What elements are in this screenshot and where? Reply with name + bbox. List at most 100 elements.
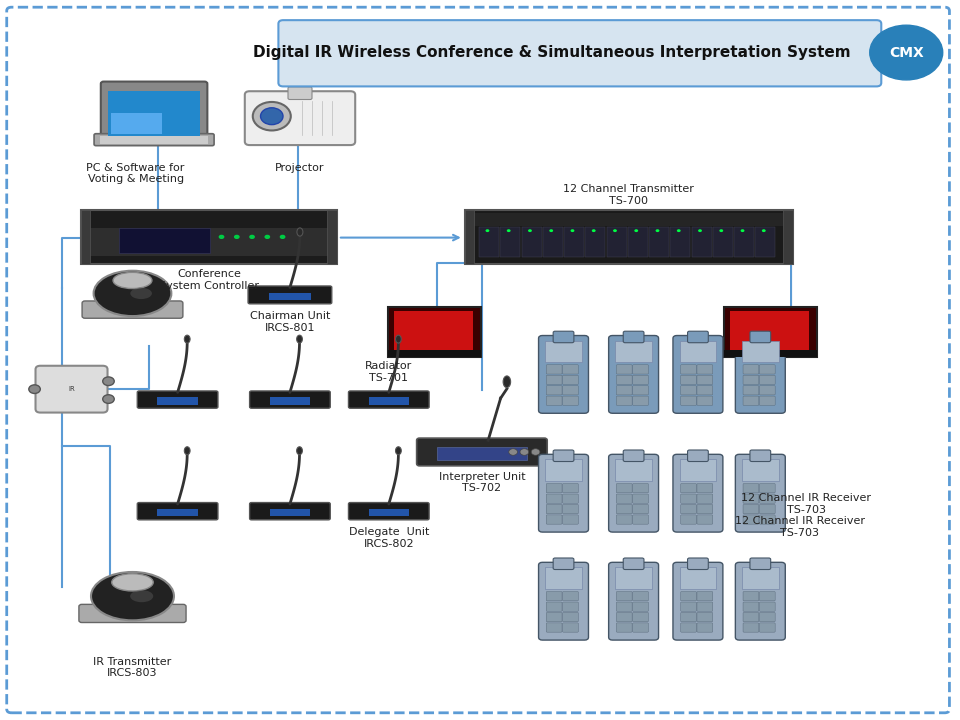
Circle shape bbox=[250, 235, 255, 239]
FancyBboxPatch shape bbox=[743, 365, 758, 374]
FancyBboxPatch shape bbox=[759, 365, 775, 374]
FancyBboxPatch shape bbox=[633, 396, 648, 405]
FancyBboxPatch shape bbox=[616, 396, 632, 405]
FancyBboxPatch shape bbox=[759, 396, 775, 405]
FancyBboxPatch shape bbox=[680, 567, 716, 589]
FancyBboxPatch shape bbox=[563, 515, 578, 524]
FancyBboxPatch shape bbox=[743, 515, 758, 524]
FancyBboxPatch shape bbox=[750, 450, 771, 462]
FancyBboxPatch shape bbox=[673, 562, 723, 640]
FancyBboxPatch shape bbox=[691, 228, 711, 257]
FancyBboxPatch shape bbox=[623, 331, 644, 343]
Circle shape bbox=[279, 235, 285, 239]
Ellipse shape bbox=[396, 446, 401, 455]
FancyBboxPatch shape bbox=[615, 341, 652, 362]
FancyBboxPatch shape bbox=[474, 213, 783, 226]
FancyBboxPatch shape bbox=[724, 307, 817, 357]
FancyBboxPatch shape bbox=[270, 509, 310, 516]
FancyBboxPatch shape bbox=[697, 592, 712, 600]
Text: IR: IR bbox=[68, 386, 75, 392]
FancyBboxPatch shape bbox=[743, 613, 758, 621]
Text: CMX: CMX bbox=[889, 45, 924, 60]
FancyBboxPatch shape bbox=[563, 623, 578, 632]
FancyBboxPatch shape bbox=[388, 307, 481, 357]
FancyBboxPatch shape bbox=[633, 484, 648, 492]
FancyBboxPatch shape bbox=[628, 228, 648, 257]
FancyBboxPatch shape bbox=[681, 386, 696, 395]
FancyBboxPatch shape bbox=[743, 494, 758, 503]
FancyBboxPatch shape bbox=[633, 375, 648, 384]
FancyBboxPatch shape bbox=[764, 311, 776, 353]
FancyBboxPatch shape bbox=[157, 397, 198, 405]
FancyBboxPatch shape bbox=[697, 365, 712, 374]
FancyBboxPatch shape bbox=[681, 375, 696, 384]
FancyBboxPatch shape bbox=[735, 336, 785, 413]
FancyBboxPatch shape bbox=[369, 397, 409, 405]
FancyBboxPatch shape bbox=[288, 87, 312, 99]
FancyBboxPatch shape bbox=[743, 386, 758, 395]
Circle shape bbox=[635, 229, 638, 232]
Text: 12 Channel IR Receiver
TS-703: 12 Channel IR Receiver TS-703 bbox=[741, 493, 872, 515]
Text: Chairman Unit
IRCS-801: Chairman Unit IRCS-801 bbox=[250, 311, 330, 333]
FancyBboxPatch shape bbox=[553, 558, 574, 570]
FancyBboxPatch shape bbox=[546, 613, 562, 621]
FancyBboxPatch shape bbox=[681, 396, 696, 405]
FancyBboxPatch shape bbox=[269, 293, 311, 300]
FancyBboxPatch shape bbox=[735, 562, 785, 640]
FancyBboxPatch shape bbox=[697, 396, 712, 405]
FancyBboxPatch shape bbox=[743, 375, 758, 384]
Circle shape bbox=[677, 229, 681, 232]
FancyBboxPatch shape bbox=[687, 331, 708, 343]
FancyBboxPatch shape bbox=[753, 311, 764, 353]
FancyBboxPatch shape bbox=[245, 91, 355, 145]
FancyBboxPatch shape bbox=[759, 375, 775, 384]
FancyBboxPatch shape bbox=[609, 454, 659, 532]
FancyBboxPatch shape bbox=[742, 341, 779, 362]
FancyBboxPatch shape bbox=[756, 228, 776, 257]
FancyBboxPatch shape bbox=[465, 210, 474, 264]
FancyBboxPatch shape bbox=[586, 228, 606, 257]
FancyBboxPatch shape bbox=[616, 613, 632, 621]
FancyBboxPatch shape bbox=[759, 505, 775, 514]
Circle shape bbox=[219, 235, 225, 239]
Ellipse shape bbox=[131, 590, 154, 602]
FancyBboxPatch shape bbox=[563, 484, 578, 492]
FancyBboxPatch shape bbox=[697, 613, 712, 621]
FancyBboxPatch shape bbox=[545, 459, 582, 481]
FancyBboxPatch shape bbox=[616, 515, 632, 524]
FancyBboxPatch shape bbox=[713, 228, 732, 257]
Circle shape bbox=[719, 229, 723, 232]
FancyBboxPatch shape bbox=[348, 391, 429, 408]
FancyBboxPatch shape bbox=[348, 503, 429, 520]
FancyBboxPatch shape bbox=[616, 592, 632, 600]
FancyBboxPatch shape bbox=[250, 503, 330, 520]
Ellipse shape bbox=[184, 446, 190, 455]
Text: IR Transmitter
IRCS-803: IR Transmitter IRCS-803 bbox=[93, 657, 172, 678]
FancyBboxPatch shape bbox=[743, 505, 758, 514]
FancyBboxPatch shape bbox=[250, 391, 330, 408]
FancyBboxPatch shape bbox=[759, 386, 775, 395]
Circle shape bbox=[103, 377, 114, 386]
FancyBboxPatch shape bbox=[563, 602, 578, 611]
Circle shape bbox=[520, 449, 529, 455]
FancyBboxPatch shape bbox=[546, 592, 562, 600]
FancyBboxPatch shape bbox=[673, 454, 723, 532]
FancyBboxPatch shape bbox=[759, 592, 775, 600]
FancyBboxPatch shape bbox=[670, 228, 690, 257]
FancyBboxPatch shape bbox=[270, 397, 310, 405]
Circle shape bbox=[698, 229, 702, 232]
FancyBboxPatch shape bbox=[735, 454, 785, 532]
FancyBboxPatch shape bbox=[759, 515, 775, 524]
FancyBboxPatch shape bbox=[405, 311, 417, 353]
FancyBboxPatch shape bbox=[111, 112, 161, 135]
Text: Projector: Projector bbox=[275, 163, 324, 174]
FancyBboxPatch shape bbox=[521, 228, 541, 257]
FancyBboxPatch shape bbox=[108, 91, 200, 136]
FancyBboxPatch shape bbox=[697, 386, 712, 395]
Circle shape bbox=[528, 229, 532, 232]
FancyBboxPatch shape bbox=[681, 613, 696, 621]
FancyBboxPatch shape bbox=[759, 602, 775, 611]
FancyBboxPatch shape bbox=[759, 484, 775, 492]
Text: Radiator
TS-701: Radiator TS-701 bbox=[365, 361, 412, 383]
FancyBboxPatch shape bbox=[680, 459, 716, 481]
